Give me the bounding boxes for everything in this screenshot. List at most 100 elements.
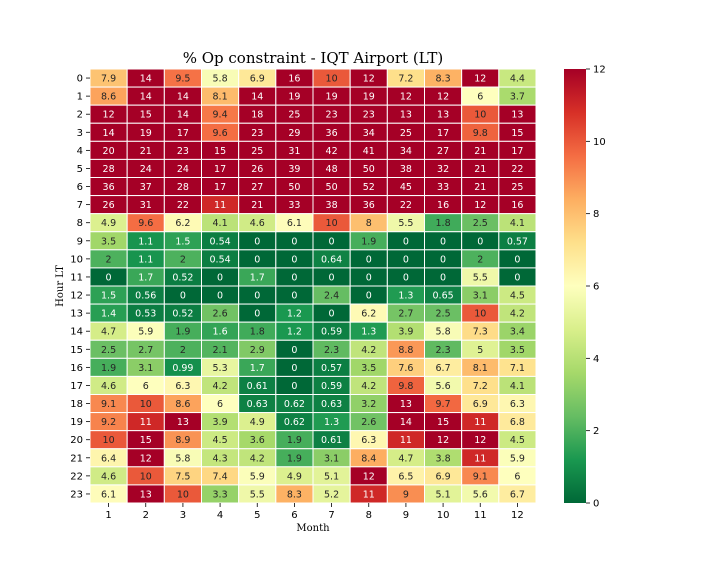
cell-value-label: 6	[477, 92, 483, 103]
cell-value-label: 10	[140, 471, 152, 482]
cell-value-label: 50	[363, 164, 375, 175]
y-tick-label: 21	[70, 453, 83, 464]
cell-value-label: 5.9	[510, 453, 525, 464]
cell-value-label: 2.6	[361, 417, 376, 428]
cell-value-label: 18	[251, 110, 263, 121]
cell-value-label: 3.7	[510, 92, 525, 103]
cell-value-label: 1.7	[250, 272, 265, 283]
x-tick-label: 4	[217, 510, 223, 521]
colorbar-tick-label: 4	[593, 354, 599, 365]
cell-value-label: 4.9	[287, 471, 302, 482]
cell-value-label: 21	[251, 200, 263, 211]
y-tick-label: 6	[77, 182, 83, 193]
cell-value-label: 4.1	[213, 218, 228, 229]
cell-value-label: 6.7	[510, 489, 525, 500]
colorbar-tick-label: 8	[593, 209, 599, 220]
cell-value-label: 7.1	[510, 363, 525, 374]
cell-value-label: 8.3	[287, 489, 302, 500]
cell-value-label: 16	[437, 200, 449, 211]
cell-value-label: 6	[217, 399, 223, 410]
cell-value-label: 11	[474, 417, 486, 428]
cell-value-label: 0	[403, 236, 409, 247]
cell-value-label: 31	[140, 200, 152, 211]
cell-value-label: 8.6	[175, 399, 190, 410]
y-tick-label: 10	[70, 254, 83, 265]
cell-value-label: 3.3	[213, 489, 228, 500]
cell-value-label: 6.9	[473, 399, 488, 410]
cell-value-label: 2.7	[138, 345, 153, 356]
y-tick-label: 14	[70, 327, 83, 338]
cell-value-label: 12	[140, 453, 152, 464]
cell-value-label: 7.2	[473, 381, 488, 392]
cell-value-label: 0	[254, 254, 260, 265]
x-tick-label: 10	[437, 510, 450, 521]
x-tick-label: 7	[328, 510, 334, 521]
cell-value-label: 2	[477, 254, 483, 265]
cell-value-label: 23	[251, 128, 263, 139]
colorbar-tick-label: 10	[593, 137, 606, 148]
y-tick-label: 9	[77, 236, 83, 247]
cell-value-label: 12	[437, 92, 449, 103]
y-tick-label: 22	[70, 471, 83, 482]
cell-value-label: 2	[180, 254, 186, 265]
cell-value-label: 20	[103, 146, 115, 157]
cell-value-label: 1.5	[101, 291, 116, 302]
cell-value-label: 0	[440, 236, 446, 247]
cell-value-label: 24	[140, 164, 152, 175]
cell-value-label: 1.3	[324, 417, 339, 428]
cell-value-label: 4.7	[398, 453, 413, 464]
cell-value-label: 25	[400, 128, 412, 139]
cell-value-label: 7.4	[213, 471, 228, 482]
cell-value-label: 50	[288, 182, 300, 193]
colorbar-tick-label: 0	[593, 499, 599, 510]
x-tick-label: 2	[143, 510, 149, 521]
cell-value-label: 22	[511, 164, 523, 175]
cell-value-label: 14	[140, 92, 152, 103]
y-tick-label: 0	[77, 74, 83, 85]
cell-value-label: 15	[140, 435, 152, 446]
cell-value-label: 15	[140, 110, 152, 121]
cell-value-label: 0.53	[135, 309, 156, 320]
cell-value-label: 1.3	[361, 327, 376, 338]
cell-value-label: 9.7	[436, 399, 451, 410]
cell-value-label: 19	[326, 92, 338, 103]
cell-value-label: 3.8	[436, 453, 451, 464]
y-tick-label: 23	[70, 489, 83, 500]
cell-value-label: 2.3	[324, 345, 339, 356]
y-tick-label: 4	[77, 146, 83, 157]
cell-value-label: 7.3	[473, 327, 488, 338]
cell-value-label: 6.3	[510, 399, 525, 410]
cell-value-label: 19	[140, 128, 152, 139]
heatmap-cells: 7.9 14 9.5 5.8 6.9 16 10 12 7.2 8.3 12 4.4 8.6 14 14 8.…	[89, 68, 537, 504]
x-tick-label: 8	[366, 510, 372, 521]
cell-value-label: 5.1	[436, 489, 451, 500]
cell-value-label: 0	[291, 272, 297, 283]
cell-value-label: 1.7	[250, 363, 265, 374]
cell-value-label: 25	[288, 110, 300, 121]
cell-value-label: 3.1	[324, 453, 339, 464]
chart-title: % Op constraint - IQT Airport (LT)	[183, 49, 444, 67]
cell-value-label: 0	[477, 236, 483, 247]
cell-value-label: 7.6	[398, 363, 413, 374]
cell-value-label: 0.59	[321, 327, 342, 338]
cell-value-label: 4.4	[510, 74, 525, 85]
cell-value-label: 13	[400, 399, 412, 410]
cell-value-label: 32	[437, 164, 449, 175]
cell-value-label: 12	[400, 92, 412, 103]
cell-value-label: 10	[140, 399, 152, 410]
cell-value-label: 5.5	[473, 272, 488, 283]
cell-value-label: 2.9	[250, 345, 265, 356]
cell-value-label: 0	[291, 291, 297, 302]
cell-value-label: 6.7	[436, 363, 451, 374]
cell-value-label: 6	[514, 471, 520, 482]
cell-value-label: 27	[437, 146, 449, 157]
cell-value-label: 0	[180, 291, 186, 302]
colorbar-tick-label: 6	[593, 282, 599, 293]
cell-value-label: 0.57	[321, 363, 342, 374]
cell-value-label: 5.9	[250, 471, 265, 482]
cell-value-label: 0	[440, 254, 446, 265]
cell-value-label: 22	[177, 200, 189, 211]
cell-value-label: 1.9	[101, 363, 116, 374]
x-tick-label: 1	[105, 510, 111, 521]
cell-value-label: 5.5	[398, 218, 413, 229]
